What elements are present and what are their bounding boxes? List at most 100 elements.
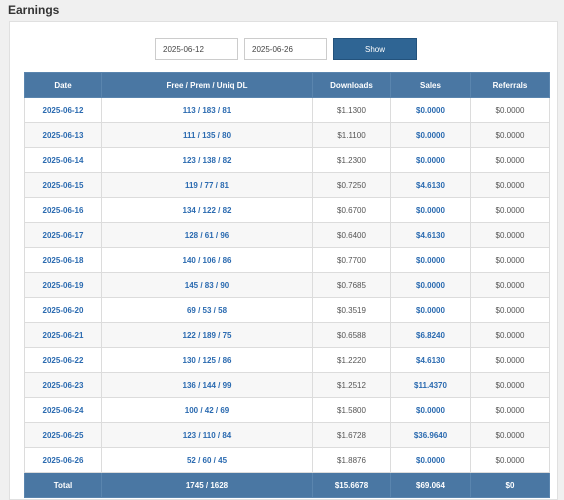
cell-sales[interactable]: $0.0000 <box>390 297 471 323</box>
cell-sales[interactable]: $6.8240 <box>390 322 471 348</box>
cell-sales[interactable]: $11.4370 <box>390 372 471 398</box>
cell-sales[interactable]: $0.0000 <box>390 97 471 123</box>
cell-dl-counts[interactable]: 113 / 183 / 81 <box>101 97 313 123</box>
cell-referrals: $0.0000 <box>470 297 550 323</box>
cell-downloads: $1.1300 <box>312 97 391 123</box>
cell-date[interactable]: 2025-06-16 <box>24 197 102 223</box>
cell-date[interactable]: 2025-06-17 <box>24 222 102 248</box>
cell-sales[interactable]: $0.0000 <box>390 147 471 173</box>
cell-date[interactable]: 2025-06-23 <box>24 372 102 398</box>
cell-date[interactable]: 2025-06-24 <box>24 397 102 423</box>
total-sales: $69.064 <box>390 472 471 498</box>
table-row: 2025-06-26 52 / 60 / 45 $1.8876 $0.0000 $0.0… <box>24 447 550 473</box>
cell-sales[interactable]: $36.9640 <box>390 422 471 448</box>
cell-dl-counts[interactable]: 134 / 122 / 82 <box>101 197 313 223</box>
table-row: 2025-06-20 69 / 53 / 58 $0.3519 $0.0000 $0.0… <box>24 297 550 323</box>
cell-date[interactable]: 2025-06-21 <box>24 322 102 348</box>
cell-downloads: $1.6728 <box>312 422 391 448</box>
cell-date[interactable]: 2025-06-18 <box>24 247 102 273</box>
table-row: 2025-06-15 119 / 77 / 81 $0.7250 $4.6130 $0.… <box>24 172 550 198</box>
cell-sales[interactable]: $0.0000 <box>390 247 471 273</box>
table-header-row: Date Free / Prem / Uniq DL Downloads Sal… <box>24 72 550 98</box>
cell-dl-counts[interactable]: 122 / 189 / 75 <box>101 322 313 348</box>
total-label: Total <box>24 472 102 498</box>
table-row: 2025-06-17 128 / 61 / 96 $0.6400 $4.6130 $0.… <box>24 222 550 248</box>
cell-referrals: $0.0000 <box>470 97 550 123</box>
cell-sales[interactable]: $0.0000 <box>390 272 471 298</box>
table-row: 2025-06-22 130 / 125 / 86 $1.2220 $4.6130 $0… <box>24 347 550 373</box>
cell-downloads: $0.7250 <box>312 172 391 198</box>
show-button[interactable]: Show <box>333 38 417 60</box>
cell-downloads: $0.6700 <box>312 197 391 223</box>
cell-downloads: $0.7685 <box>312 272 391 298</box>
cell-sales[interactable]: $0.0000 <box>390 397 471 423</box>
cell-referrals: $0.0000 <box>470 422 550 448</box>
cell-downloads: $0.6588 <box>312 322 391 348</box>
cell-downloads: $1.8876 <box>312 447 391 473</box>
cell-referrals: $0.0000 <box>470 447 550 473</box>
totals-row: Total 1745 / 1628 $15.6678 $69.064 $0 <box>24 472 550 498</box>
cell-date[interactable]: 2025-06-20 <box>24 297 102 323</box>
cell-sales[interactable]: $0.0000 <box>390 447 471 473</box>
cell-dl-counts[interactable]: 130 / 125 / 86 <box>101 347 313 373</box>
cell-downloads: $1.2512 <box>312 372 391 398</box>
cell-downloads: $0.6400 <box>312 222 391 248</box>
table-row: 2025-06-12 113 / 183 / 81 $1.1300 $0.0000 $0… <box>24 97 550 123</box>
page-title: Earnings <box>8 3 60 17</box>
column-header-downloads[interactable]: Downloads <box>312 72 391 98</box>
cell-referrals: $0.0000 <box>470 247 550 273</box>
cell-dl-counts[interactable]: 123 / 110 / 84 <box>101 422 313 448</box>
cell-referrals: $0.0000 <box>470 197 550 223</box>
cell-sales[interactable]: $4.6130 <box>390 347 471 373</box>
cell-dl-counts[interactable]: 69 / 53 / 58 <box>101 297 313 323</box>
date-filter-bar: Show <box>155 38 417 60</box>
table-row: 2025-06-25 123 / 110 / 84 $1.6728 $36.9640 $… <box>24 422 550 448</box>
table-row: 2025-06-14 123 / 138 / 82 $1.2300 $0.0000 $0… <box>24 147 550 173</box>
column-header-dl[interactable]: Free / Prem / Uniq DL <box>101 72 313 98</box>
cell-dl-counts[interactable]: 100 / 42 / 69 <box>101 397 313 423</box>
cell-downloads: $1.2300 <box>312 147 391 173</box>
cell-date[interactable]: 2025-06-22 <box>24 347 102 373</box>
cell-dl-counts[interactable]: 128 / 61 / 96 <box>101 222 313 248</box>
end-date-input[interactable] <box>244 38 327 60</box>
cell-referrals: $0.0000 <box>470 347 550 373</box>
cell-dl-counts[interactable]: 140 / 106 / 86 <box>101 247 313 273</box>
table-row: 2025-06-19 145 / 83 / 90 $0.7685 $0.0000 $0.… <box>24 272 550 298</box>
cell-sales[interactable]: $0.0000 <box>390 122 471 148</box>
cell-referrals: $0.0000 <box>470 222 550 248</box>
table-row: 2025-06-18 140 / 106 / 86 $0.7700 $0.0000 $0… <box>24 247 550 273</box>
start-date-input[interactable] <box>155 38 238 60</box>
cell-dl-counts[interactable]: 136 / 144 / 99 <box>101 372 313 398</box>
cell-date[interactable]: 2025-06-12 <box>24 97 102 123</box>
cell-dl-counts[interactable]: 119 / 77 / 81 <box>101 172 313 198</box>
cell-date[interactable]: 2025-06-14 <box>24 147 102 173</box>
cell-sales[interactable]: $4.6130 <box>390 222 471 248</box>
cell-dl-counts[interactable]: 123 / 138 / 82 <box>101 147 313 173</box>
table-row: 2025-06-21 122 / 189 / 75 $0.6588 $6.8240 $0… <box>24 322 550 348</box>
cell-downloads: $0.7700 <box>312 247 391 273</box>
cell-referrals: $0.0000 <box>470 147 550 173</box>
cell-dl-counts[interactable]: 111 / 135 / 80 <box>101 122 313 148</box>
cell-date[interactable]: 2025-06-26 <box>24 447 102 473</box>
cell-downloads: $1.2220 <box>312 347 391 373</box>
earnings-table: Date Free / Prem / Uniq DL Downloads Sal… <box>24 72 550 498</box>
column-header-date[interactable]: Date <box>24 72 102 98</box>
cell-downloads: $0.3519 <box>312 297 391 323</box>
cell-dl-counts[interactable]: 145 / 83 / 90 <box>101 272 313 298</box>
cell-dl-counts[interactable]: 52 / 60 / 45 <box>101 447 313 473</box>
cell-downloads: $1.5800 <box>312 397 391 423</box>
total-dl: 1745 / 1628 <box>101 472 313 498</box>
column-header-sales[interactable]: Sales <box>390 72 471 98</box>
cell-date[interactable]: 2025-06-19 <box>24 272 102 298</box>
cell-date[interactable]: 2025-06-15 <box>24 172 102 198</box>
cell-sales[interactable]: $4.6130 <box>390 172 471 198</box>
cell-date[interactable]: 2025-06-13 <box>24 122 102 148</box>
cell-sales[interactable]: $0.0000 <box>390 197 471 223</box>
total-referrals: $0 <box>470 472 550 498</box>
cell-date[interactable]: 2025-06-25 <box>24 422 102 448</box>
table-row: 2025-06-16 134 / 122 / 82 $0.6700 $0.0000 $0… <box>24 197 550 223</box>
column-header-referrals[interactable]: Referrals <box>470 72 550 98</box>
table-row: 2025-06-13 111 / 135 / 80 $1.1100 $0.0000 $0… <box>24 122 550 148</box>
total-downloads: $15.6678 <box>312 472 391 498</box>
table-row: 2025-06-24 100 / 42 / 69 $1.5800 $0.0000 $0.… <box>24 397 550 423</box>
